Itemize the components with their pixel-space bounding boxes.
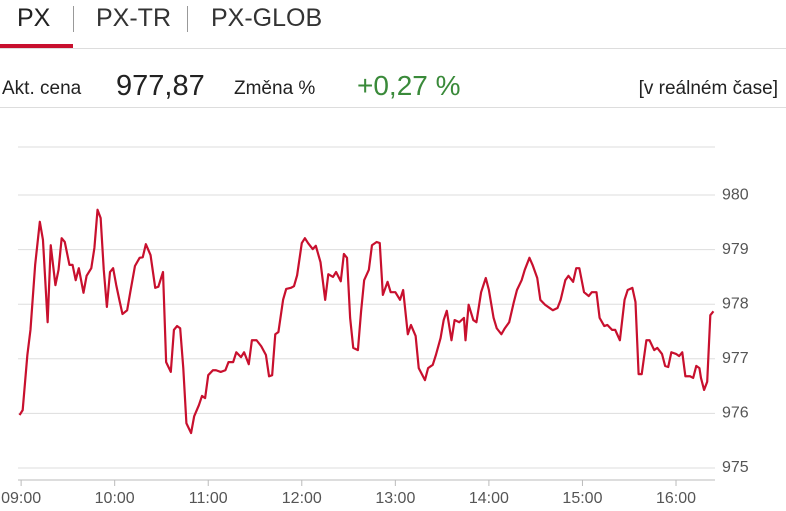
tab-separator <box>187 6 188 32</box>
y-tick-label: 979 <box>722 241 749 258</box>
x-tick-label: 09:00 <box>1 490 41 507</box>
x-tick-label: 11:00 <box>189 490 228 507</box>
change-label: Změna % <box>234 78 316 99</box>
tab-separator <box>73 6 74 32</box>
change: +0,27 % <box>357 70 461 101</box>
x-tick-label: 10:00 <box>95 490 135 507</box>
y-tick-label: 977 <box>722 350 749 367</box>
y-tick-label: 976 <box>722 405 749 422</box>
x-tick-label: 12:00 <box>282 490 322 507</box>
y-tick-label: 978 <box>722 295 749 312</box>
price-line <box>18 208 715 435</box>
x-tick-label: 16:00 <box>656 490 696 507</box>
active-tab-indicator <box>0 44 73 48</box>
x-tick-label: 13:00 <box>375 490 415 507</box>
x-tick-label: 15:00 <box>562 490 602 507</box>
realtime-note: [v reálném čase] <box>638 78 778 99</box>
x-tick-label: 14:00 <box>469 490 509 507</box>
divider <box>0 107 786 108</box>
price: 977,87 <box>116 70 205 102</box>
tab[interactable]: PX-TR <box>96 4 171 32</box>
y-tick-label: 980 <box>722 186 749 203</box>
tab[interactable]: PX <box>17 4 51 32</box>
price-label: Akt. cena <box>2 78 82 99</box>
y-tick-label: 975 <box>722 459 749 476</box>
tab-border <box>0 48 786 49</box>
tab[interactable]: PX-GLOB <box>211 4 323 32</box>
